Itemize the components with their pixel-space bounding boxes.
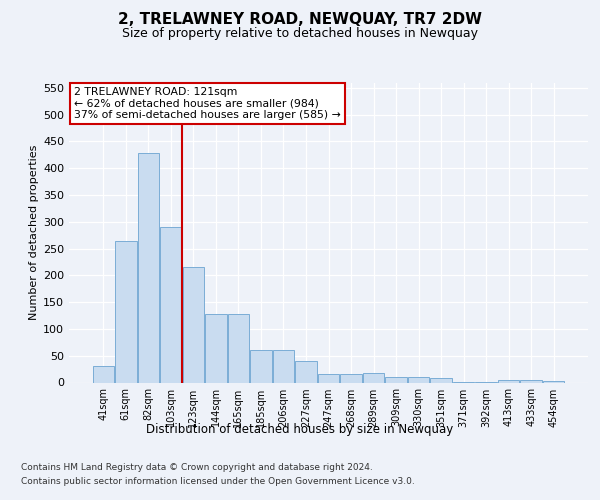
- Bar: [543, 381, 565, 382]
- Text: Contains HM Land Registry data © Crown copyright and database right 2024.: Contains HM Land Registry data © Crown c…: [21, 462, 373, 471]
- Bar: [205, 314, 227, 382]
- Bar: [408, 377, 429, 382]
- Bar: [318, 374, 339, 382]
- Bar: [92, 366, 114, 382]
- Bar: [385, 377, 407, 382]
- Bar: [363, 373, 384, 382]
- Bar: [520, 380, 542, 382]
- Text: Distribution of detached houses by size in Newquay: Distribution of detached houses by size …: [146, 422, 454, 436]
- Bar: [250, 350, 272, 382]
- Bar: [182, 268, 204, 382]
- Bar: [228, 314, 249, 382]
- Bar: [160, 227, 182, 382]
- Y-axis label: Number of detached properties: Number of detached properties: [29, 145, 39, 320]
- Bar: [340, 374, 362, 382]
- Bar: [295, 361, 317, 382]
- Bar: [273, 350, 294, 382]
- Text: 2, TRELAWNEY ROAD, NEWQUAY, TR7 2DW: 2, TRELAWNEY ROAD, NEWQUAY, TR7 2DW: [118, 12, 482, 28]
- Text: Size of property relative to detached houses in Newquay: Size of property relative to detached ho…: [122, 28, 478, 40]
- Bar: [115, 240, 137, 382]
- Bar: [430, 378, 452, 382]
- Bar: [498, 380, 520, 382]
- Text: Contains public sector information licensed under the Open Government Licence v3: Contains public sector information licen…: [21, 478, 415, 486]
- Text: 2 TRELAWNEY ROAD: 121sqm
← 62% of detached houses are smaller (984)
37% of semi-: 2 TRELAWNEY ROAD: 121sqm ← 62% of detach…: [74, 87, 341, 120]
- Bar: [137, 153, 159, 382]
